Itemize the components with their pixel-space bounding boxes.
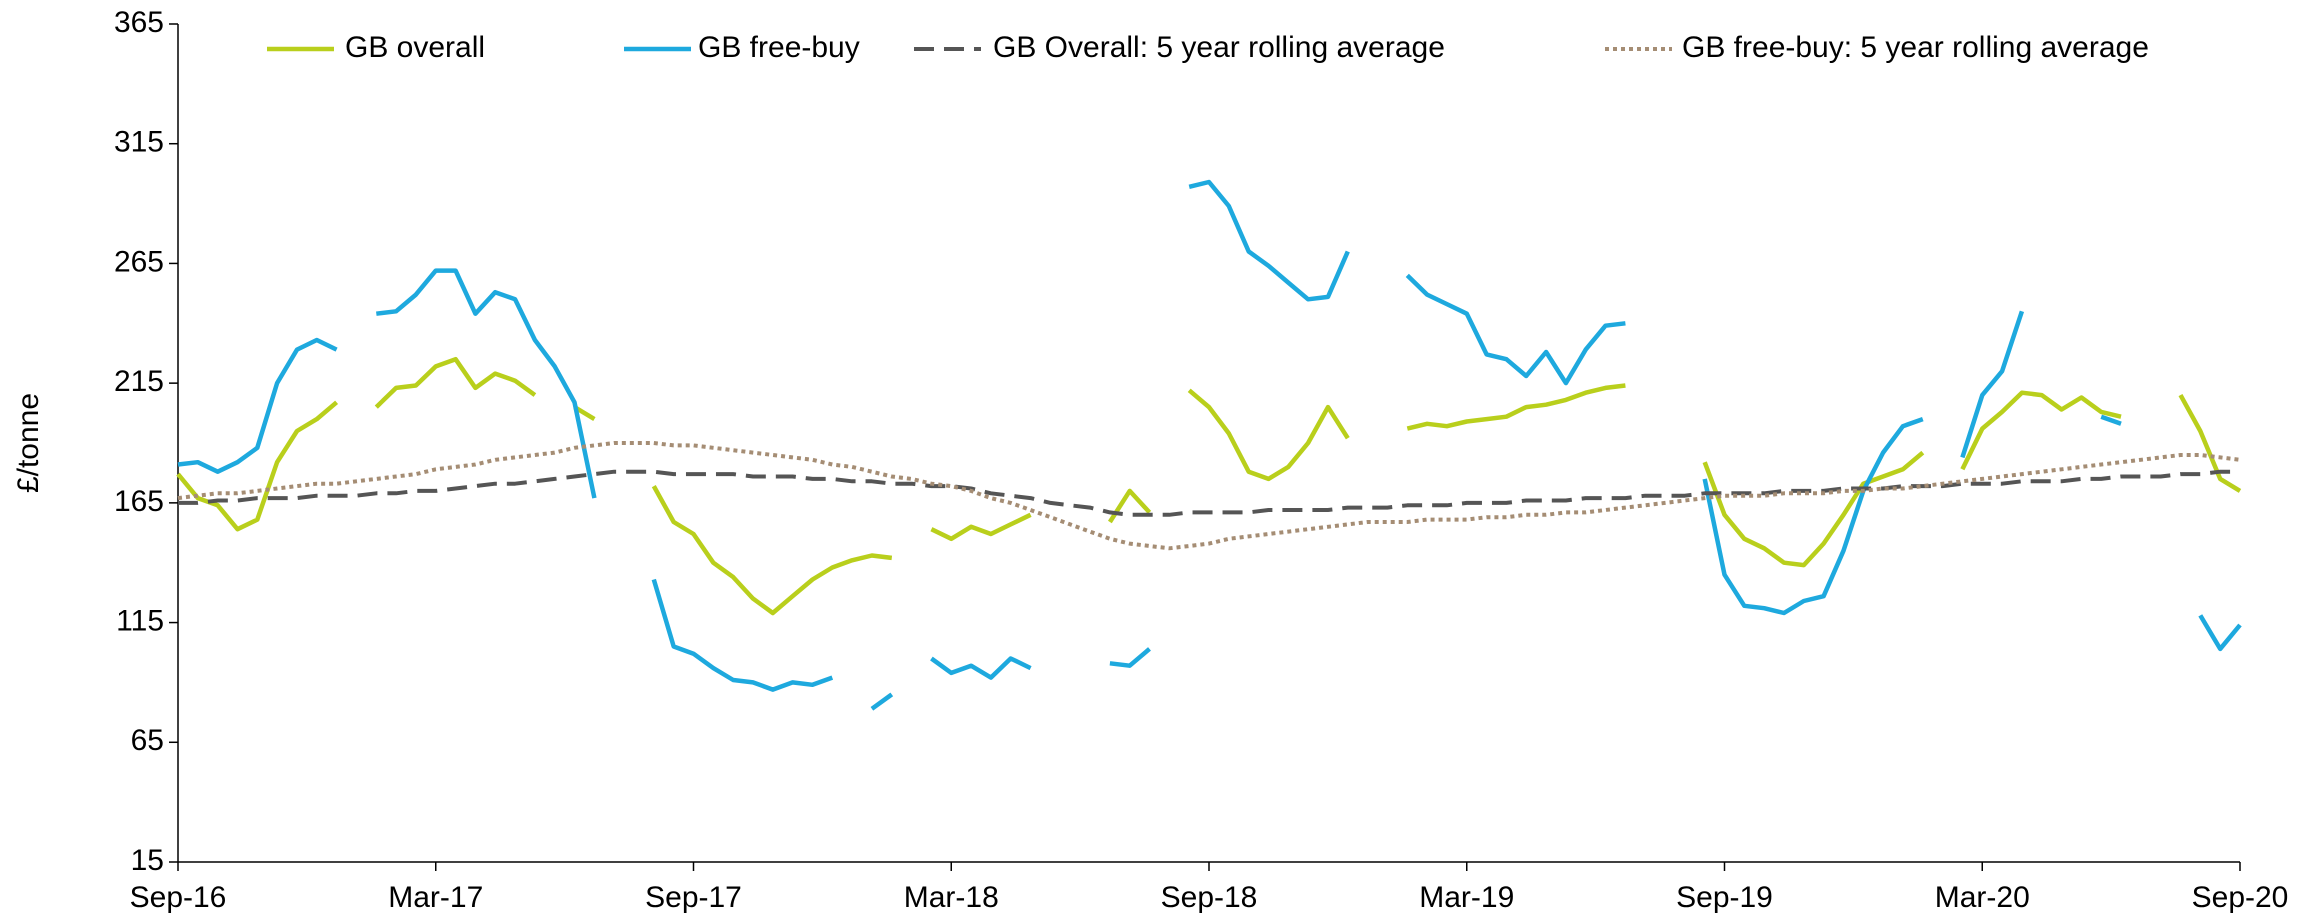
legend-label: GB free-buy [698, 31, 860, 64]
legend-label: GB Overall: 5 year rolling average [993, 31, 1445, 64]
line-series [177, 179, 2242, 711]
y-axis-label: £/tonne [12, 393, 45, 493]
x-tick-label: Sep-17 [645, 881, 742, 914]
y-tick-label: 115 [116, 604, 164, 637]
x-tick-label: Sep-20 [2192, 881, 2289, 914]
x-tick-label: Sep-19 [1676, 881, 1773, 914]
line-series [177, 441, 2241, 551]
x-tick-label: Mar-20 [1935, 881, 2030, 914]
y-tick-label: 65 [131, 724, 164, 757]
legend-label: GB free-buy: 5 year rolling average [1682, 31, 2149, 64]
x-tick-label: Mar-17 [388, 881, 483, 914]
x-tick-label: Sep-18 [1161, 881, 1258, 914]
y-tick-label: 315 [114, 126, 164, 159]
y-tick-label: 265 [114, 245, 164, 278]
line-series [178, 469, 2240, 517]
y-tick-label: 15 [131, 844, 164, 877]
x-tick-label: Mar-19 [1419, 881, 1514, 914]
line-series [176, 356, 2242, 616]
legend-label: GB overall [345, 31, 485, 64]
y-tick-label: 215 [114, 365, 164, 398]
x-tick-label: Sep-16 [130, 881, 227, 914]
x-tick-label: Mar-18 [904, 881, 999, 914]
y-tick-label: 365 [114, 6, 164, 39]
y-tick-label: 165 [114, 485, 164, 518]
